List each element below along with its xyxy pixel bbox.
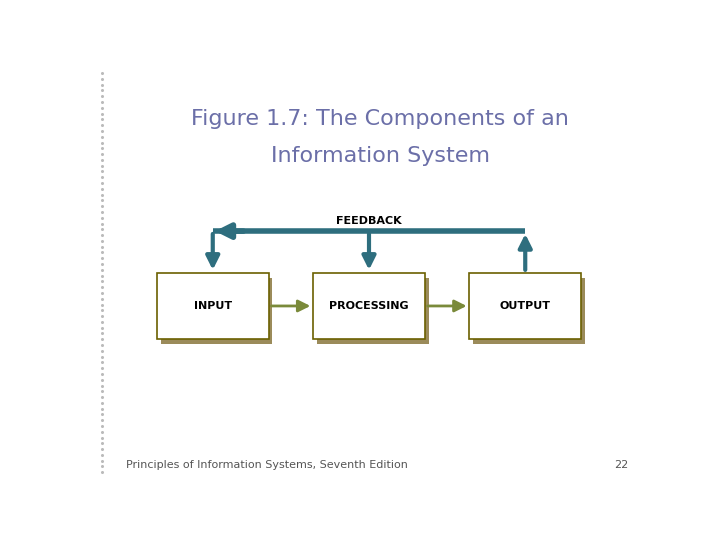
Text: PROCESSING: PROCESSING: [329, 301, 409, 311]
FancyBboxPatch shape: [469, 273, 581, 339]
FancyBboxPatch shape: [473, 278, 585, 344]
Text: OUTPUT: OUTPUT: [500, 301, 551, 311]
Text: INPUT: INPUT: [194, 301, 232, 311]
FancyBboxPatch shape: [161, 278, 272, 344]
Text: Figure 1.7: The Components of an: Figure 1.7: The Components of an: [192, 109, 569, 129]
Text: Principles of Information Systems, Seventh Edition: Principles of Information Systems, Seven…: [126, 460, 408, 470]
FancyBboxPatch shape: [157, 273, 269, 339]
Text: FEEDBACK: FEEDBACK: [336, 215, 402, 226]
FancyBboxPatch shape: [317, 278, 428, 344]
FancyBboxPatch shape: [313, 273, 425, 339]
Text: Information System: Information System: [271, 146, 490, 166]
Text: 22: 22: [614, 460, 629, 470]
